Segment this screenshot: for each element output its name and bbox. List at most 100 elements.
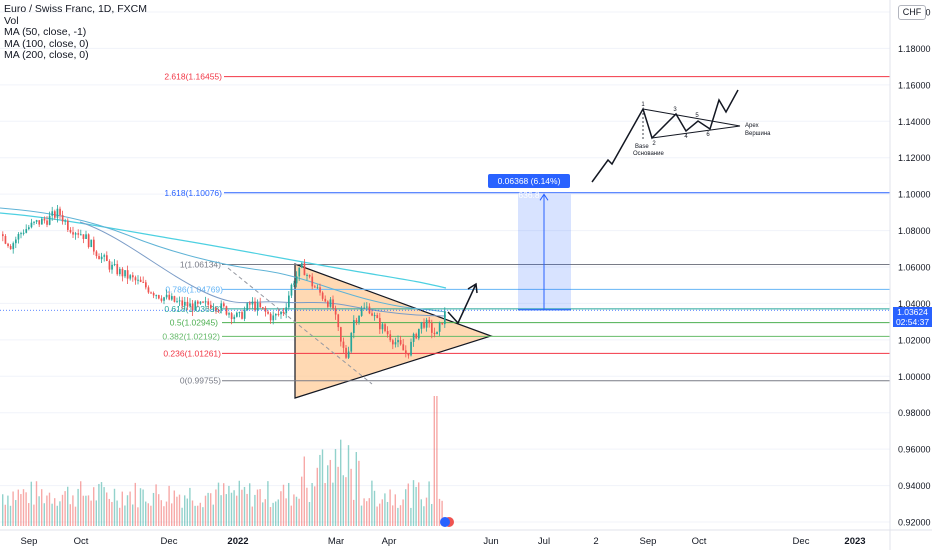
- candle-body: [314, 286, 316, 288]
- candle-body: [67, 220, 69, 230]
- candle-body: [329, 299, 332, 307]
- volume-bar: [17, 489, 19, 526]
- volume-bar: [311, 483, 313, 526]
- volume-bar: [25, 492, 27, 526]
- candle-body: [290, 284, 293, 296]
- volume-bar: [119, 507, 121, 526]
- candle-body: [251, 301, 254, 305]
- inset-point-label: 6: [706, 132, 710, 138]
- fib-level-label: 1(1.06134): [180, 260, 221, 270]
- vol-legend[interactable]: Vol: [4, 14, 19, 27]
- volume-bar: [163, 506, 165, 526]
- y-tick-label: 0.96000: [898, 445, 931, 455]
- candle-body: [137, 279, 139, 281]
- volume-bar: [306, 487, 308, 526]
- candle-body: [158, 295, 160, 299]
- volume-bar: [316, 467, 318, 526]
- volume-bar: [176, 496, 178, 526]
- volume-bar: [20, 494, 22, 526]
- candle-body: [150, 292, 152, 294]
- volume-bar: [353, 499, 355, 526]
- candle-body: [163, 297, 165, 301]
- candle-body: [46, 220, 48, 225]
- candle-body: [306, 274, 308, 276]
- ma50-legend[interactable]: MA (50, close, -1): [4, 26, 87, 38]
- volume-bar: [428, 481, 430, 526]
- candle-body: [319, 287, 321, 293]
- volume-bar: [280, 491, 282, 526]
- candle-body: [116, 264, 119, 275]
- candle-body: [431, 323, 433, 333]
- candle-body: [246, 303, 249, 311]
- candle-body: [119, 268, 121, 275]
- candle-body: [20, 233, 22, 235]
- volume-bar: [30, 481, 32, 526]
- candle-body: [100, 256, 103, 260]
- y-tick-label: 1.12000: [898, 153, 931, 163]
- volume-bar: [184, 495, 186, 526]
- candle-body: [392, 340, 394, 345]
- volume-bar: [420, 499, 422, 526]
- volume-bar: [376, 506, 378, 526]
- candle-body: [384, 324, 386, 332]
- candle-body: [80, 234, 82, 236]
- candle-body: [256, 302, 259, 311]
- event-marker[interactable]: [440, 517, 450, 527]
- volume-bar: [152, 492, 155, 526]
- candle-body: [355, 320, 358, 323]
- volume-bar: [438, 498, 441, 526]
- ma200-legend[interactable]: MA (200, close, 0): [4, 49, 89, 61]
- volume-bar: [56, 505, 58, 526]
- volume-bar: [392, 505, 394, 526]
- candle-body: [412, 333, 415, 342]
- candle-body: [51, 211, 54, 216]
- volume-bar: [126, 495, 129, 526]
- volume-bar: [85, 495, 87, 526]
- volume-bar: [275, 501, 277, 526]
- candle-body: [106, 255, 108, 262]
- candle-body: [98, 256, 100, 260]
- candle-body: [316, 287, 319, 289]
- volume-bar: [425, 497, 428, 526]
- candle-body: [381, 324, 384, 330]
- volume-bar: [282, 484, 285, 526]
- volume-bar: [308, 502, 311, 526]
- volume-bar: [418, 482, 420, 526]
- candle-body: [418, 328, 420, 339]
- candle-body: [111, 264, 113, 270]
- candle-body: [4, 236, 7, 244]
- fib-level-label: 0(0.99755): [180, 376, 221, 386]
- candle-body: [215, 307, 217, 311]
- ma100-legend[interactable]: MA (100, close, 0): [4, 37, 89, 50]
- candle-body: [12, 243, 15, 250]
- candle-body: [184, 301, 186, 306]
- candle-body: [212, 307, 215, 309]
- candle-body: [311, 276, 314, 287]
- x-tick-label: 2023: [844, 536, 865, 547]
- volume-bar: [236, 495, 238, 526]
- volume-bar: [324, 483, 326, 526]
- symbol-title[interactable]: Euro / Swiss Franc, 1D, FXCM: [4, 3, 147, 15]
- trend-dashed-line: [227, 267, 373, 385]
- y-tick-label: 1.18000: [898, 44, 931, 54]
- volume-bar: [397, 507, 399, 526]
- candle-body: [233, 316, 236, 320]
- volume-bar: [347, 445, 350, 526]
- volume-bar: [389, 489, 391, 526]
- volume-bar: [87, 495, 90, 526]
- volume-bar: [386, 501, 389, 526]
- currency-button[interactable]: CHF: [898, 5, 926, 20]
- volume-bar: [215, 489, 217, 526]
- volume-bar: [199, 502, 201, 526]
- volume-bar: [259, 489, 261, 526]
- candle-body: [438, 322, 441, 332]
- x-tick-label: Sep: [21, 536, 38, 547]
- volume-bar: [74, 506, 77, 526]
- volume-bar: [262, 502, 264, 526]
- volume-bar: [225, 494, 227, 526]
- y-tick-label: 1.10000: [898, 190, 931, 200]
- volume-bar: [269, 507, 272, 526]
